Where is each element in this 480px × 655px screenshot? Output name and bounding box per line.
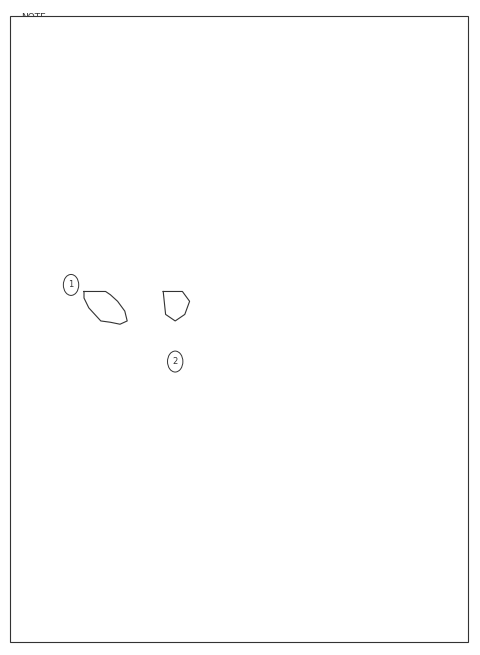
- Bar: [84, 388, 96, 398]
- Circle shape: [262, 211, 267, 219]
- Text: 2: 2: [268, 297, 275, 307]
- Circle shape: [156, 187, 190, 233]
- Circle shape: [65, 323, 115, 391]
- Circle shape: [297, 211, 303, 219]
- Circle shape: [288, 232, 294, 240]
- Circle shape: [285, 344, 306, 373]
- Text: 25: 25: [118, 371, 131, 382]
- Text: 11: 11: [394, 75, 407, 86]
- Polygon shape: [163, 291, 190, 321]
- Bar: [41, 275, 190, 419]
- Circle shape: [279, 187, 285, 195]
- Text: 22: 22: [124, 280, 137, 290]
- Circle shape: [80, 343, 101, 371]
- Text: 9: 9: [348, 142, 355, 153]
- Circle shape: [330, 215, 342, 231]
- Text: 6: 6: [300, 193, 307, 203]
- Circle shape: [288, 190, 294, 198]
- Circle shape: [108, 347, 118, 360]
- Circle shape: [264, 223, 270, 231]
- Text: 14: 14: [77, 354, 89, 364]
- Circle shape: [264, 199, 270, 207]
- Text: 4: 4: [267, 265, 274, 275]
- Text: THE NO.12 : ① – ②: THE NO.12 : ① – ②: [24, 47, 115, 58]
- Polygon shape: [302, 177, 326, 246]
- Text: NOTE: NOTE: [22, 13, 47, 22]
- Text: 7: 7: [314, 185, 321, 195]
- Text: REF.25-255: REF.25-255: [353, 367, 403, 377]
- Text: 20: 20: [112, 432, 125, 442]
- Circle shape: [259, 272, 264, 278]
- Text: 15: 15: [77, 342, 89, 352]
- Circle shape: [150, 178, 196, 241]
- Text: 1: 1: [240, 80, 247, 90]
- Circle shape: [85, 377, 95, 390]
- Text: 24: 24: [118, 383, 131, 394]
- Circle shape: [266, 318, 281, 337]
- Circle shape: [234, 189, 272, 241]
- Polygon shape: [84, 291, 127, 324]
- Bar: [98, 92, 377, 334]
- Circle shape: [270, 198, 294, 231]
- Text: 2: 2: [173, 357, 178, 366]
- Circle shape: [357, 154, 365, 164]
- Polygon shape: [245, 170, 262, 262]
- Text: 17: 17: [321, 347, 334, 358]
- Text: 10: 10: [360, 144, 373, 155]
- Circle shape: [295, 199, 300, 207]
- Text: 21: 21: [185, 362, 198, 372]
- Circle shape: [40, 320, 46, 328]
- Polygon shape: [130, 157, 230, 262]
- Circle shape: [235, 377, 243, 388]
- Circle shape: [279, 235, 285, 243]
- Polygon shape: [262, 177, 302, 252]
- Circle shape: [270, 232, 276, 240]
- Text: 19: 19: [240, 364, 253, 374]
- Circle shape: [258, 263, 265, 274]
- Circle shape: [40, 333, 46, 341]
- Text: 13: 13: [192, 295, 205, 305]
- Circle shape: [346, 151, 355, 164]
- Circle shape: [295, 223, 300, 231]
- Text: 5: 5: [146, 206, 153, 216]
- Polygon shape: [130, 118, 262, 204]
- Circle shape: [306, 203, 323, 227]
- Bar: [258, 287, 266, 293]
- Text: 1: 1: [69, 280, 73, 290]
- Bar: [17, 21, 142, 66]
- Circle shape: [75, 426, 90, 445]
- Bar: [270, 321, 277, 334]
- Text: 8: 8: [268, 285, 275, 295]
- Circle shape: [164, 198, 181, 221]
- Circle shape: [289, 350, 301, 366]
- Circle shape: [271, 190, 276, 198]
- Circle shape: [58, 402, 108, 470]
- Circle shape: [241, 198, 265, 231]
- Circle shape: [63, 409, 102, 462]
- Text: 23: 23: [118, 353, 131, 364]
- Circle shape: [257, 296, 266, 309]
- Circle shape: [300, 195, 329, 234]
- Text: 3: 3: [345, 216, 351, 227]
- Circle shape: [264, 190, 300, 240]
- Circle shape: [40, 343, 46, 351]
- Text: 16: 16: [74, 329, 87, 339]
- Text: 18: 18: [288, 321, 301, 331]
- Circle shape: [71, 331, 109, 383]
